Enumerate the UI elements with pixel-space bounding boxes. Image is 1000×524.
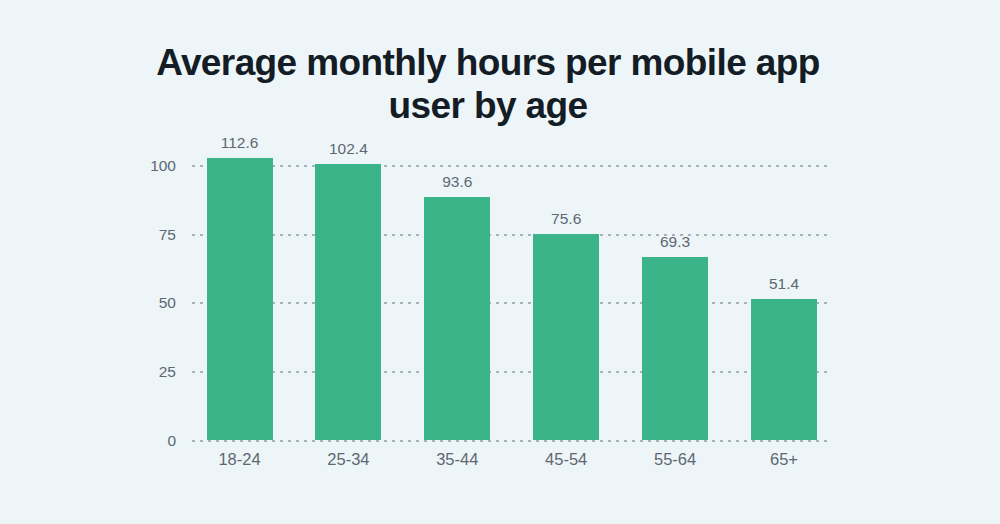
x-axis-category-label: 65+	[724, 449, 844, 469]
bar-55-64	[642, 257, 708, 440]
bar-25-34	[315, 164, 381, 441]
chart-card: Average monthly hours per mobile app use…	[0, 0, 1000, 524]
gridline-y0	[192, 440, 829, 442]
bar-value-label: 69.3	[615, 232, 735, 252]
bar-chart-plot: 0 25 50 75 100112.6 18-24 102.4 25-34 93.6 35-44 7…	[0, 0, 1000, 524]
bar-value-label: 75.6	[506, 209, 626, 229]
bar-65+	[751, 299, 817, 441]
y-axis-tick-label: 50	[100, 293, 176, 313]
bar-value-label: 112.6	[180, 133, 300, 153]
bar-35-44	[424, 197, 490, 441]
gridline-y25	[192, 371, 829, 373]
bar-value-label: 102.4	[288, 139, 408, 159]
x-axis-category-label: 18-24	[180, 449, 300, 469]
y-axis-tick-label: 100	[100, 156, 176, 176]
y-axis-tick-label: 25	[100, 362, 176, 382]
y-axis-tick-label: 0	[100, 431, 176, 451]
gridline-y50	[192, 302, 829, 304]
x-axis-category-label: 55-64	[615, 449, 735, 469]
bar-18-24	[207, 158, 273, 441]
bar-45-54	[533, 234, 599, 441]
bar-value-label: 51.4	[724, 274, 844, 294]
x-axis-category-label: 35-44	[397, 449, 517, 469]
x-axis-category-label: 45-54	[506, 449, 626, 469]
gridline-y100	[192, 165, 829, 167]
x-axis-category-label: 25-34	[288, 449, 408, 469]
bar-value-label: 93.6	[397, 172, 517, 192]
y-axis-tick-label: 75	[100, 225, 176, 245]
